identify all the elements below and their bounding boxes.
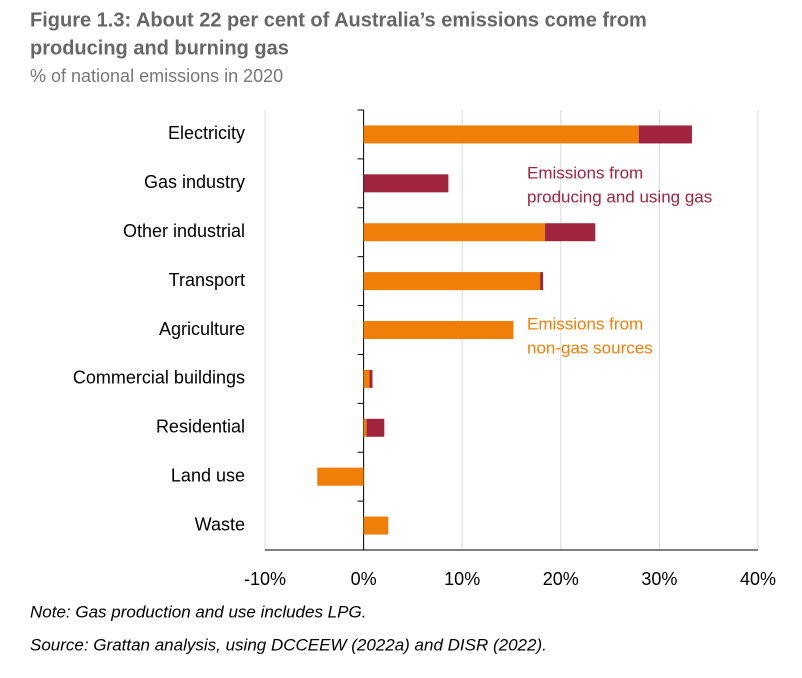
annotation: producing and using gas — [527, 187, 712, 206]
chart-title: producing and burning gas — [30, 37, 289, 59]
chart-title: Figure 1.3: About 22 per cent of Austral… — [30, 9, 647, 31]
bar-segment — [540, 272, 544, 291]
y-tick-label: Land use — [171, 465, 245, 485]
annotation: Emissions from — [527, 314, 643, 333]
bar-segment — [363, 174, 449, 193]
y-tick-label: Gas industry — [144, 172, 245, 192]
x-tick-label: 10% — [444, 569, 480, 589]
bar-segment — [363, 321, 514, 339]
bar-segment — [545, 223, 596, 242]
annotation: Emissions from — [527, 163, 643, 182]
bar-segment — [363, 516, 389, 535]
y-tick-label: Residential — [156, 417, 245, 437]
x-tick-label: 40% — [740, 569, 776, 589]
y-tick-label: Electricity — [168, 123, 245, 143]
bar-segment — [363, 369, 370, 388]
bar-segment — [363, 418, 367, 437]
x-tick-label: 20% — [543, 569, 579, 589]
y-tick-label: Commercial buildings — [73, 368, 245, 388]
y-tick-label: Agriculture — [159, 319, 245, 339]
y-tick-label: Other industrial — [123, 221, 245, 241]
x-tick-label: 0% — [351, 569, 377, 589]
note: Source: Grattan analysis, using DCCEEW (… — [30, 635, 547, 654]
bar-segment — [369, 369, 373, 388]
x-tick-label: -10% — [244, 569, 286, 589]
annotation: non-gas sources — [527, 338, 653, 357]
note: Note: Gas production and use includes LP… — [30, 602, 366, 621]
bar-segment — [317, 467, 364, 486]
bar-segment — [638, 125, 692, 144]
bar-segment — [363, 125, 639, 144]
y-tick-label: Transport — [169, 270, 245, 290]
x-tick-label: 30% — [641, 569, 677, 589]
bar-segment — [366, 418, 385, 437]
y-tick-label: Waste — [195, 514, 245, 534]
bar-segment — [363, 223, 546, 242]
chart-subtitle: % of national emissions in 2020 — [30, 66, 283, 86]
bar-segment — [363, 272, 541, 291]
